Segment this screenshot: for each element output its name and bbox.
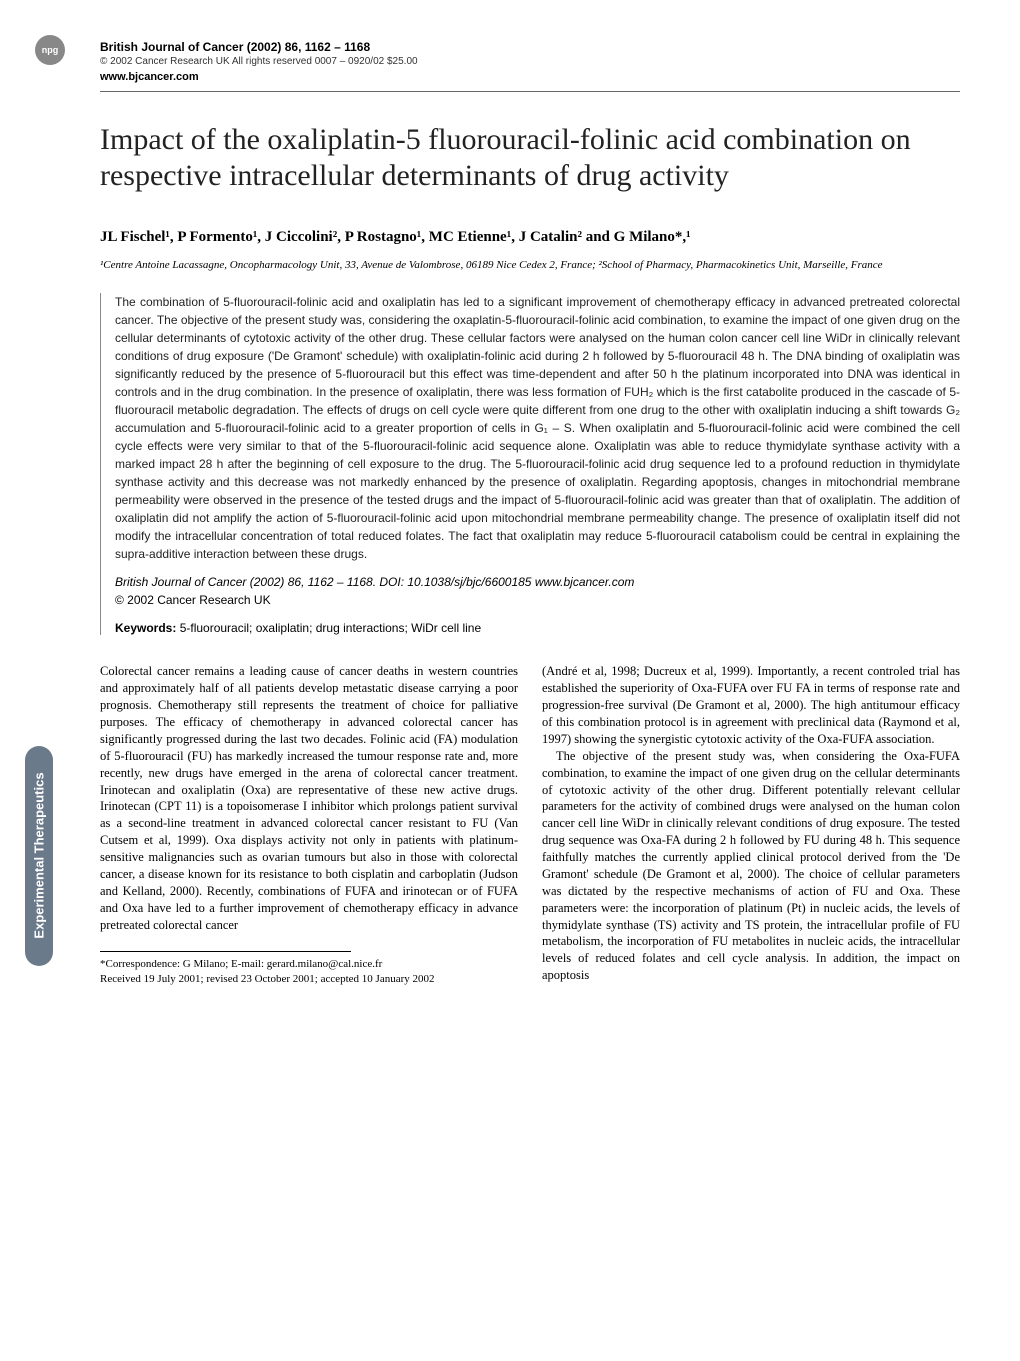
correspondence-footnote: *Correspondence: G Milano; E-mail: gerar… <box>100 957 518 971</box>
keywords-label: Keywords: <box>115 621 176 635</box>
body-column-right: (André et al, 1998; Ducreux et al, 1999)… <box>542 663 960 986</box>
section-side-tab-label: Experimental Therapeutics <box>32 773 47 939</box>
journal-website: www.bjcancer.com <box>100 71 960 83</box>
received-footnote: Received 19 July 2001; revised 23 Octobe… <box>100 972 518 986</box>
citation-line: British Journal of Cancer (2002) 86, 116… <box>115 573 960 591</box>
journal-header: British Journal of Cancer (2002) 86, 116… <box>100 40 960 92</box>
article-title: Impact of the oxaliplatin-5 fluorouracil… <box>100 122 960 194</box>
publisher-badge-text: npg <box>42 45 59 55</box>
abstract-text: The combination of 5-fluorouracil-folini… <box>115 293 960 563</box>
affiliations: ¹Centre Antoine Lacassagne, Oncopharmaco… <box>100 258 960 273</box>
body-column-left: Colorectal cancer remains a leading caus… <box>100 663 518 986</box>
keywords-text: 5-fluorouracil; oxaliplatin; drug intera… <box>176 621 481 635</box>
abstract-copyright: © 2002 Cancer Research UK <box>115 593 960 607</box>
abstract-container: The combination of 5-fluorouracil-folini… <box>100 293 960 635</box>
header-divider <box>100 91 960 92</box>
section-side-tab: Experimental Therapeutics <box>25 746 53 966</box>
body-columns: Colorectal cancer remains a leading caus… <box>100 663 960 986</box>
footnote-divider <box>100 951 351 952</box>
publisher-badge: npg <box>35 35 65 65</box>
keywords-line: Keywords: 5-fluorouracil; oxaliplatin; d… <box>115 621 960 635</box>
body-paragraph: The objective of the present study was, … <box>542 748 960 984</box>
authors-line: JL Fischel¹, P Formento¹, J Ciccolini², … <box>100 229 960 246</box>
body-paragraph: Colorectal cancer remains a leading caus… <box>100 663 518 933</box>
header-copyright: © 2002 Cancer Research UK All rights res… <box>100 56 960 67</box>
journal-title-line: British Journal of Cancer (2002) 86, 116… <box>100 40 960 54</box>
body-paragraph: (André et al, 1998; Ducreux et al, 1999)… <box>542 663 960 747</box>
